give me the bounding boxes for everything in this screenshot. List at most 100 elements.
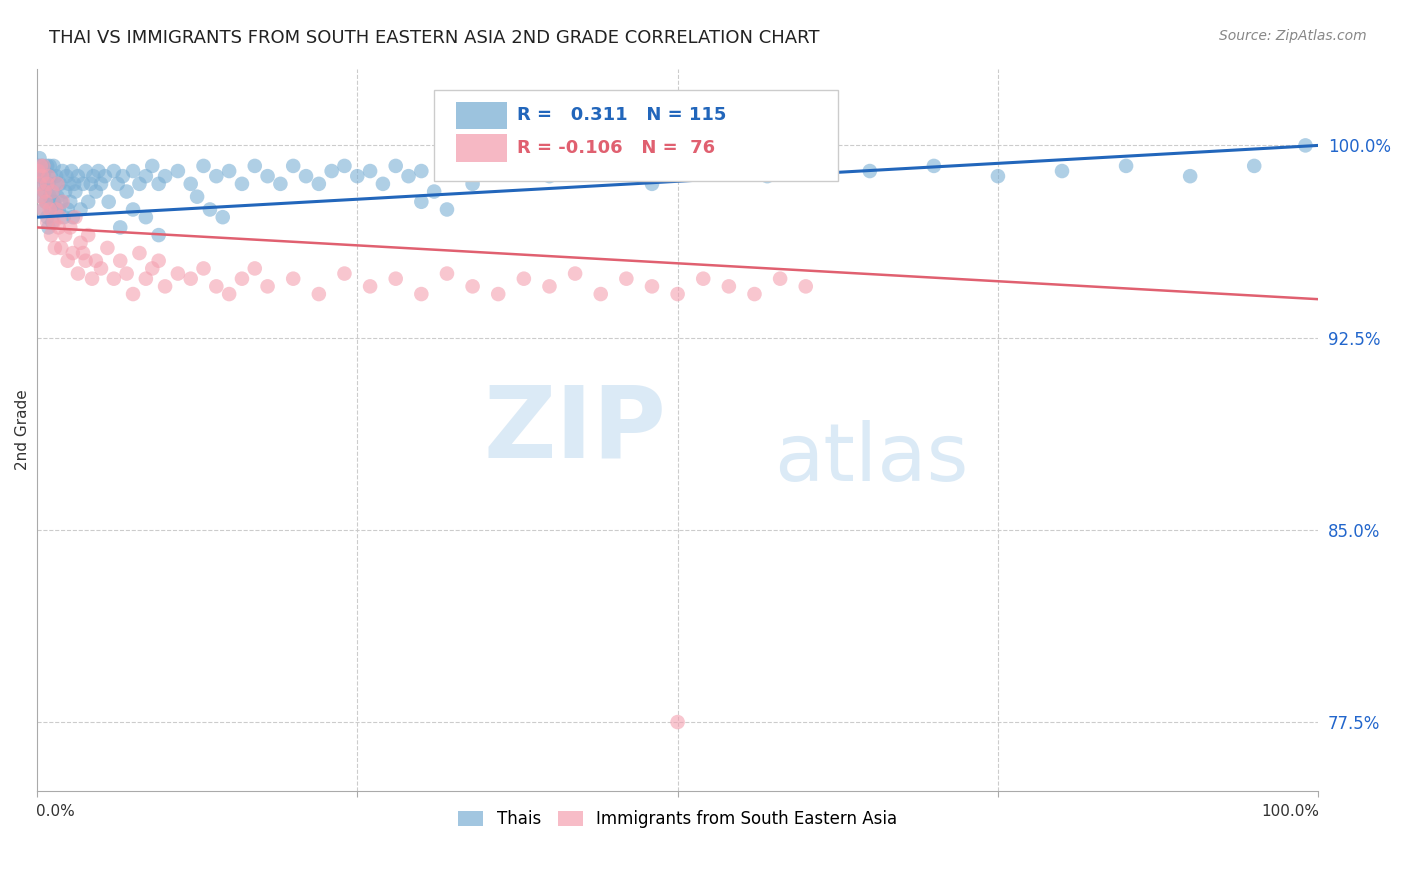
Point <box>321 164 343 178</box>
Point <box>717 279 740 293</box>
Point <box>564 267 586 281</box>
Point <box>37 220 59 235</box>
Text: THAI VS IMMIGRANTS FROM SOUTH EASTERN ASIA 2ND GRADE CORRELATION CHART: THAI VS IMMIGRANTS FROM SOUTH EASTERN AS… <box>49 29 820 46</box>
Point <box>1115 159 1137 173</box>
Point <box>794 159 817 173</box>
Text: atlas: atlas <box>773 420 969 498</box>
Point <box>359 279 381 293</box>
Point <box>122 164 145 178</box>
Point <box>32 169 55 183</box>
Point <box>333 267 356 281</box>
Point <box>1050 164 1073 178</box>
Text: R = -0.106   N =  76: R = -0.106 N = 76 <box>517 139 716 157</box>
Point <box>41 215 63 229</box>
Point <box>135 210 157 224</box>
Point <box>39 228 62 243</box>
Point <box>141 159 163 173</box>
Point <box>37 177 59 191</box>
Point <box>231 271 253 285</box>
Point <box>641 177 664 191</box>
Legend: Thais, Immigrants from South Eastern Asia: Thais, Immigrants from South Eastern Asi… <box>451 804 904 835</box>
Point <box>107 177 129 191</box>
Point <box>283 159 305 173</box>
Point <box>987 169 1010 183</box>
Point <box>49 177 72 191</box>
Point <box>80 177 103 191</box>
Point <box>84 253 107 268</box>
Point <box>52 210 75 224</box>
Point <box>27 159 49 173</box>
Point <box>269 177 291 191</box>
Point <box>218 287 240 301</box>
Point <box>295 169 318 183</box>
Point <box>110 253 132 268</box>
Point <box>198 202 221 217</box>
Point <box>538 169 561 183</box>
Point <box>186 189 208 203</box>
Point <box>148 177 170 191</box>
Point <box>589 287 612 301</box>
Point <box>1294 138 1316 153</box>
Point <box>30 164 52 178</box>
Point <box>135 169 157 183</box>
Point <box>346 169 368 183</box>
Point <box>38 202 60 217</box>
Y-axis label: 2nd Grade: 2nd Grade <box>15 390 30 470</box>
Point <box>486 287 509 301</box>
Point <box>692 271 714 285</box>
Point <box>37 169 59 183</box>
Point <box>42 215 65 229</box>
Point <box>66 169 89 183</box>
Point <box>55 169 77 183</box>
Point <box>153 169 176 183</box>
Text: 100.0%: 100.0% <box>1261 804 1320 819</box>
Point <box>218 164 240 178</box>
Point <box>641 279 664 293</box>
Point <box>82 169 104 183</box>
Point <box>153 279 176 293</box>
Point <box>167 267 190 281</box>
Point <box>35 177 58 191</box>
Point <box>243 261 266 276</box>
Point <box>128 246 150 260</box>
Point <box>28 151 51 165</box>
Point <box>308 287 330 301</box>
Point <box>58 177 80 191</box>
Point <box>28 169 51 183</box>
Point <box>49 210 72 224</box>
Point <box>243 159 266 173</box>
Point <box>31 159 53 173</box>
Point <box>44 241 66 255</box>
Point <box>72 177 94 191</box>
Point <box>167 164 190 178</box>
Point <box>32 202 55 217</box>
Bar <box>456 135 508 161</box>
Text: ZIP: ZIP <box>484 382 666 478</box>
Point <box>128 177 150 191</box>
Point <box>666 287 689 301</box>
Point <box>308 177 330 191</box>
Point <box>59 220 82 235</box>
Point <box>436 159 458 173</box>
Point <box>48 202 70 217</box>
Point <box>231 177 253 191</box>
FancyBboxPatch shape <box>434 90 838 180</box>
Point <box>193 159 215 173</box>
Point <box>48 220 70 235</box>
Point <box>794 279 817 293</box>
Point <box>193 261 215 276</box>
Point <box>37 215 59 229</box>
Point <box>41 185 63 199</box>
Point <box>333 159 356 173</box>
Point <box>744 287 766 301</box>
Point <box>513 271 536 285</box>
Point <box>52 164 75 178</box>
Point <box>87 164 110 178</box>
Point <box>52 194 75 209</box>
Point <box>283 271 305 285</box>
Point <box>769 271 792 285</box>
Point <box>436 202 458 217</box>
Point <box>679 164 702 178</box>
Point <box>37 210 59 224</box>
Point <box>84 185 107 199</box>
